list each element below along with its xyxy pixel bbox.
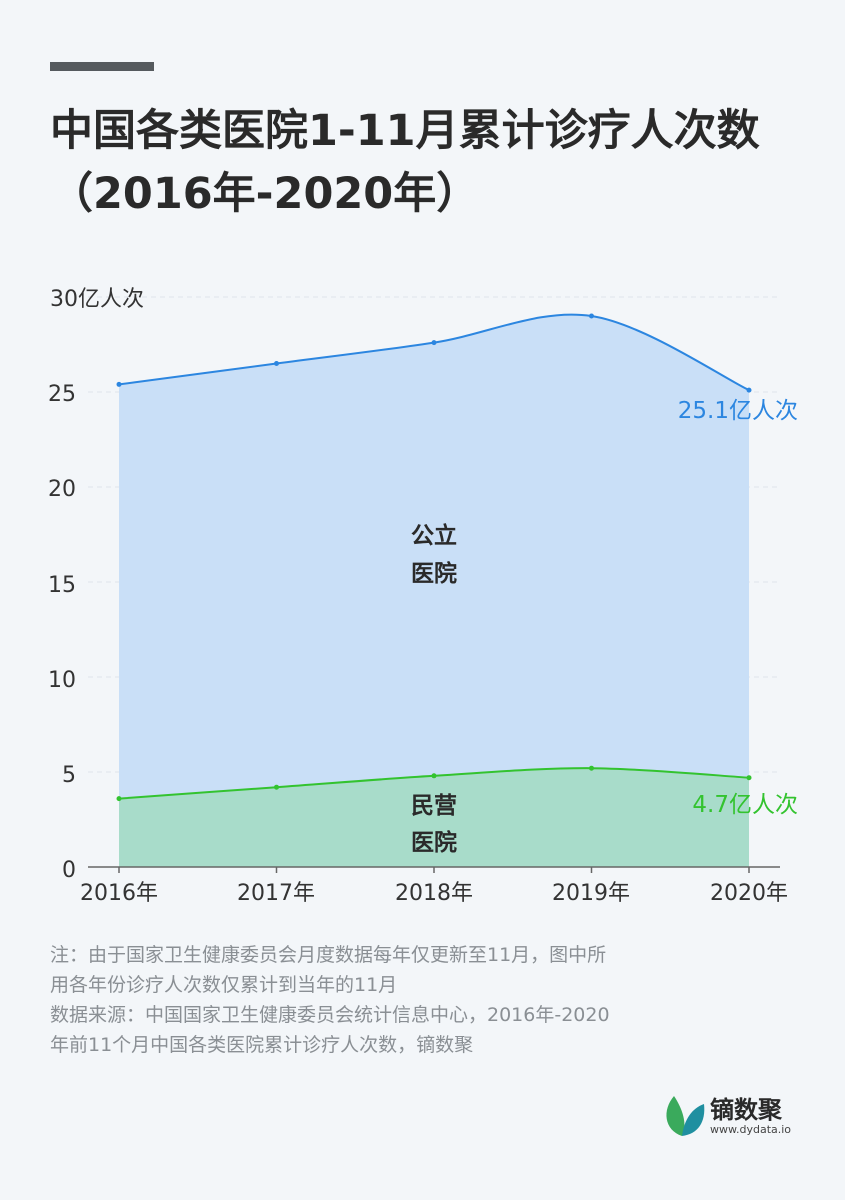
brand-name: 镝数聚 <box>710 1096 782 1124</box>
series-label-public-line2: 医院 <box>411 560 457 587</box>
end-label-public: 25.1亿人次 <box>678 398 798 424</box>
data-points <box>116 313 752 802</box>
leaf-logo-icon <box>666 1096 705 1136</box>
area-public-hospital <box>119 314 749 867</box>
point-public-1 <box>274 361 279 366</box>
point-private-3 <box>589 765 594 771</box>
axis-ticks <box>118 867 750 873</box>
x-tick-2017: 2017年 <box>237 881 315 906</box>
point-private-4 <box>746 775 752 781</box>
footnote: 注：由于国家卫生健康委员会月度数据每年仅更新至11月，图中所用各年份诊疗人次数仅… <box>50 940 610 1060</box>
x-tick-2016: 2016年 <box>80 881 158 906</box>
y-tick-0: 0 <box>62 858 76 883</box>
footnote-source: 数据来源：中国国家卫生健康委员会统计信息中心，2016年-2020年前11个月中… <box>50 1004 610 1056</box>
x-tick-2020: 2020年 <box>710 881 788 906</box>
point-public-0 <box>116 381 122 387</box>
series-label-public-line1: 公立 <box>411 522 457 549</box>
footnote-note: 注：由于国家卫生健康委员会月度数据每年仅更新至11月，图中所用各年份诊疗人次数仅… <box>50 944 607 996</box>
area-chart: 公立 医院 民营 医院 25.1亿人次 4.7亿人次 30亿人次 25 20 1… <box>48 287 798 906</box>
end-label-private: 4.7亿人次 <box>692 792 798 818</box>
series-label-private-line2: 医院 <box>411 829 457 856</box>
brand-logo: 镝数聚 www.dydata.io <box>660 1090 820 1140</box>
area-private-hospital <box>119 768 749 867</box>
point-private-2 <box>431 773 437 779</box>
title-accent-bar <box>50 62 154 71</box>
point-private-1 <box>274 784 279 790</box>
y-tick-25: 25 <box>48 382 76 407</box>
point-private-0 <box>116 796 122 802</box>
y-tick-10: 10 <box>48 668 76 693</box>
y-tick-15: 15 <box>48 573 76 598</box>
point-public-3 <box>589 313 594 319</box>
brand-url: www.dydata.io <box>710 1123 792 1136</box>
point-public-4 <box>746 387 752 393</box>
point-public-2 <box>431 340 437 346</box>
x-tick-2018: 2018年 <box>395 881 473 906</box>
series-label-private-line1: 民营 <box>411 793 457 819</box>
y-tick-30: 30亿人次 <box>50 287 144 312</box>
page-title: 中国各类医院1-11月累计诊疗人次数（2016年-2020年） <box>50 106 760 219</box>
y-tick-5: 5 <box>62 763 76 788</box>
x-tick-2019: 2019年 <box>552 881 630 906</box>
y-tick-20: 20 <box>48 477 76 502</box>
